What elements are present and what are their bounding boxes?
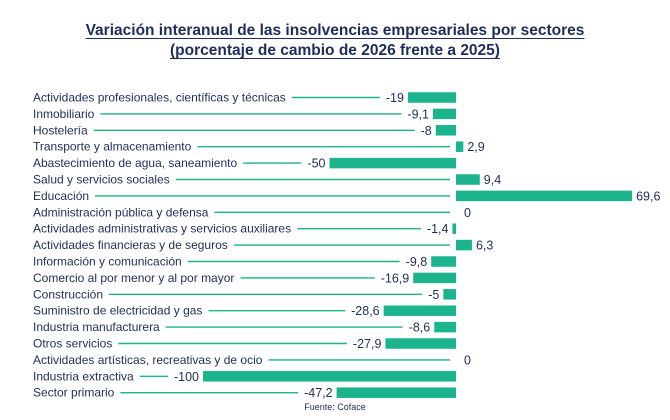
chart-subtitle: (porcentaje de cambio de 2026 frente a 2… (170, 42, 500, 59)
value-label: 6,3 (476, 239, 493, 253)
bar (456, 141, 464, 152)
bar (383, 305, 456, 316)
bar (336, 387, 456, 398)
bar-row: Construcción -5 (33, 287, 456, 302)
bar-row: Industria extractiva -100 (33, 369, 456, 384)
bar (413, 272, 456, 284)
bar-row: Transporte y almacenamiento 2,9 (33, 140, 485, 155)
category-label: Industria manufacturera (33, 320, 160, 334)
value-label: -5 (428, 288, 439, 302)
bar-row: Industria manufacturera -8,6 (33, 320, 456, 335)
value-label: -100 (174, 370, 199, 384)
bar (431, 256, 456, 267)
bar-row: Actividades administrativas y servicios … (33, 222, 456, 236)
bar-row: Inmobiliario -9,1 (33, 107, 456, 121)
value-label: -8 (421, 124, 432, 138)
bar-row: Actividades profesionales, científicas y… (33, 91, 456, 105)
bar-row: Comercio al por menor y al por mayor -16,… (33, 271, 456, 285)
category-label: Hostelería (33, 123, 88, 137)
value-label: -50 (307, 157, 325, 171)
bar-row: Suministro de electricidad y gas -28,6 (33, 304, 456, 318)
category-label: Inmobiliario (33, 107, 95, 121)
bar (452, 223, 456, 234)
category-label: Abastecimiento de agua, saneamiento (33, 156, 237, 170)
bar (443, 289, 456, 300)
category-label: Educación (33, 189, 89, 203)
value-label: -8,6 (409, 321, 431, 335)
category-label: Otros servicios (33, 337, 112, 351)
value-label: 69,6 (636, 189, 660, 203)
category-label: Actividades artísticas, recreativas y de… (33, 353, 263, 367)
bar-row: Actividades artísticas, recreativas y de… (33, 353, 471, 368)
bar (456, 190, 633, 202)
bar-row: Otros servicios -27,9 (33, 337, 456, 351)
bar-row: Hostelería -8 (33, 123, 456, 138)
value-label: 2,9 (467, 140, 484, 154)
category-label: Actividades financieras y de seguros (33, 238, 228, 252)
value-label: 0 (464, 353, 471, 367)
category-label: Construcción (33, 287, 103, 301)
bar (385, 338, 456, 349)
bar (456, 239, 472, 251)
category-label: Información y comunicación (33, 255, 182, 269)
category-label: Administración pública y defensa (33, 205, 209, 219)
bar-row: Información y comunicación -9,8 (33, 255, 456, 269)
category-label: Actividades administrativas y servicios … (33, 222, 291, 236)
bar-row: Administración pública y defensa 0 (33, 205, 471, 220)
bar-row: Abastecimiento de agua, saneamiento -50 (33, 156, 456, 171)
category-label: Salud y servicios sociales (33, 173, 170, 187)
value-label: 0 (464, 206, 471, 220)
value-label: -9,8 (406, 255, 428, 269)
bar (434, 321, 456, 333)
bar (329, 157, 456, 169)
chart-title: Variación interanual de las insolvencias… (85, 22, 585, 39)
value-label: -28,6 (351, 304, 380, 318)
value-label: -47,2 (304, 386, 333, 400)
bar (456, 174, 480, 185)
bar-row: Educación 69,6 (33, 189, 660, 204)
bar-row: Salud y servicios sociales 9,4 (33, 173, 501, 188)
bar-row: Sector primario -47,2 (33, 386, 456, 400)
bar (203, 371, 456, 382)
source-note: Fuente: Coface (304, 402, 366, 412)
category-label: Transporte y almacenamiento (33, 140, 192, 154)
category-label: Comercio al por menor y al por mayor (33, 271, 234, 285)
bar (432, 108, 456, 120)
category-label: Sector primario (33, 386, 115, 400)
bar-row: Actividades financieras y de seguros 6,3 (33, 238, 493, 253)
value-label: -1,4 (427, 222, 449, 236)
value-label: -9,1 (407, 107, 429, 121)
category-label: Suministro de electricidad y gas (33, 304, 202, 318)
value-label: -27,9 (353, 337, 382, 351)
category-label: Industria extractiva (33, 369, 134, 383)
value-label: -16,9 (381, 271, 410, 285)
value-label: 9,4 (484, 173, 501, 187)
bar (407, 92, 456, 103)
bar (435, 125, 456, 136)
category-label: Actividades profesionales, científicas y… (33, 91, 286, 105)
value-label: -19 (386, 91, 404, 105)
